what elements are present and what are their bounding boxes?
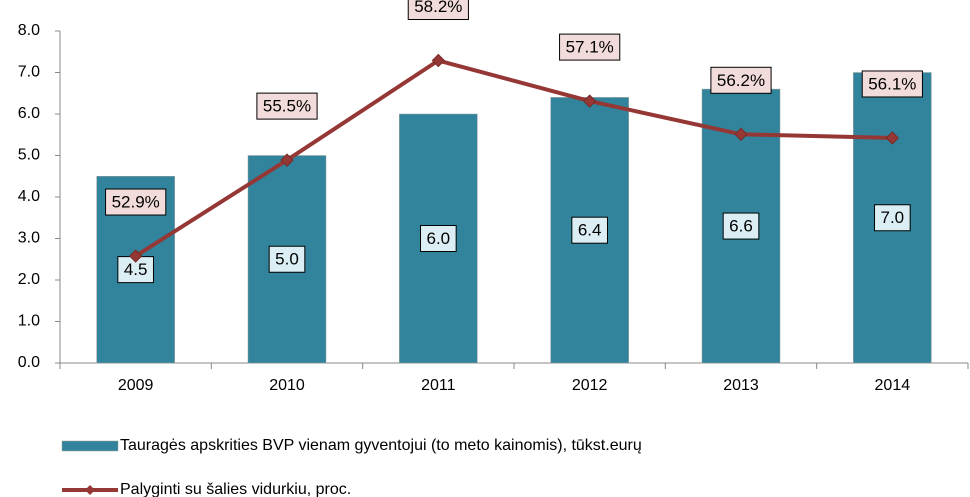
bar-value-label-group: 6.4 (571, 216, 608, 244)
legend-marker (85, 485, 95, 495)
y-tick-label: 8.0 (18, 22, 40, 39)
legend-label: Tauragės apskrities BVP vienam gyventoju… (120, 437, 642, 454)
bar-value-label-group: 6.6 (722, 212, 760, 240)
y-tick-label: 4.0 (18, 188, 40, 205)
line-value-label: 56.1% (868, 74, 916, 93)
bar-value-label-box (722, 212, 760, 240)
x-tick-label: 2009 (118, 377, 154, 394)
line-value-label-group: 56.2% (710, 66, 772, 94)
line-value-label-group: 55.5% (256, 92, 318, 120)
line-value-label: 55.5% (263, 97, 311, 116)
bar-value-label: 7.0 (881, 208, 905, 227)
bar-value-label: 4.5 (124, 260, 148, 279)
line-value-label: 58.2% (414, 0, 462, 16)
x-tick-label: 2010 (269, 377, 305, 394)
line-marker (582, 94, 597, 108)
line-marker (431, 53, 446, 68)
bar-value-label-group: 5.0 (268, 245, 306, 273)
bar-value-label-box (874, 204, 911, 232)
y-tick-label: 5.0 (18, 147, 40, 164)
line-marker (128, 249, 143, 263)
x-tick-label: 2014 (875, 377, 911, 394)
line-value-label-group: 56.1% (861, 70, 923, 98)
line-value-label-group: 52.9% (105, 188, 167, 216)
y-tick-label: 0.0 (18, 354, 40, 371)
line-value-label-box (407, 0, 469, 21)
line-value-label: 56.2% (717, 71, 765, 90)
line-value-label: 57.1% (566, 38, 614, 57)
bar-value-label: 6.6 (729, 217, 753, 236)
legend-label: Palyginti su šalies vidurkiu, proc. (120, 481, 351, 497)
line (134, 58, 893, 258)
bar-value-label-box (268, 245, 306, 273)
y-tick-label: 3.0 (18, 230, 40, 247)
line-value-label-box (559, 33, 621, 61)
y-tick-label: 1.0 (18, 313, 40, 330)
line-value-label-box (861, 70, 923, 98)
x-tick-label: 2013 (723, 377, 759, 394)
x-tick-label: 2012 (572, 377, 608, 394)
bar-value-label-box (571, 216, 608, 244)
line-value-label-box (256, 92, 318, 120)
x-tick-label: 2011 (421, 377, 456, 394)
bar-value-label: 6.4 (578, 221, 602, 240)
line-value-label-group: 58.2% (407, 0, 469, 21)
bar-value-label-group: 6.0 (420, 225, 457, 252)
legend-swatch (61, 440, 119, 452)
bar-value-label-group: 7.0 (874, 204, 911, 232)
line-marker (885, 131, 900, 145)
line-value-label-group: 57.1% (559, 33, 621, 61)
line-value-label-box (105, 188, 167, 216)
y-tick-label: 7.0 (18, 64, 40, 81)
y-tick-label: 6.0 (18, 105, 40, 122)
bar-value-label: 6.0 (427, 229, 451, 248)
line-value-label-box (710, 66, 772, 94)
line-value-label: 52.9% (112, 193, 160, 212)
line-marker (734, 127, 748, 141)
bar-value-label-box (420, 225, 457, 252)
bar-value-label: 5.0 (275, 250, 299, 269)
y-tick-label: 2.0 (18, 271, 40, 288)
line-marker (280, 153, 294, 167)
